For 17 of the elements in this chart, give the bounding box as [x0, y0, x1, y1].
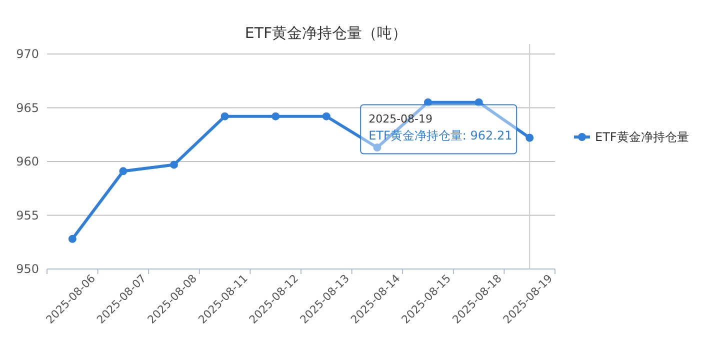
point: [170, 160, 178, 169]
chart-title: ETF黄金净持仓量（吨）: [244, 24, 408, 42]
point: [272, 112, 280, 120]
y-tick-label: 965: [16, 100, 39, 115]
point: [373, 144, 382, 152]
legend-label: ETF黄金净持仓量: [595, 130, 689, 144]
y-tick-label: 955: [16, 208, 39, 222]
point: [526, 134, 534, 142]
y-tick-label: 960: [16, 154, 39, 168]
point: [119, 167, 128, 176]
point: [68, 234, 76, 243]
y-tick-label: 970: [16, 47, 39, 61]
y-tick-label: 950: [16, 262, 39, 276]
point: [424, 98, 432, 106]
point: [220, 112, 229, 120]
point: [474, 98, 483, 106]
point: [322, 112, 330, 120]
